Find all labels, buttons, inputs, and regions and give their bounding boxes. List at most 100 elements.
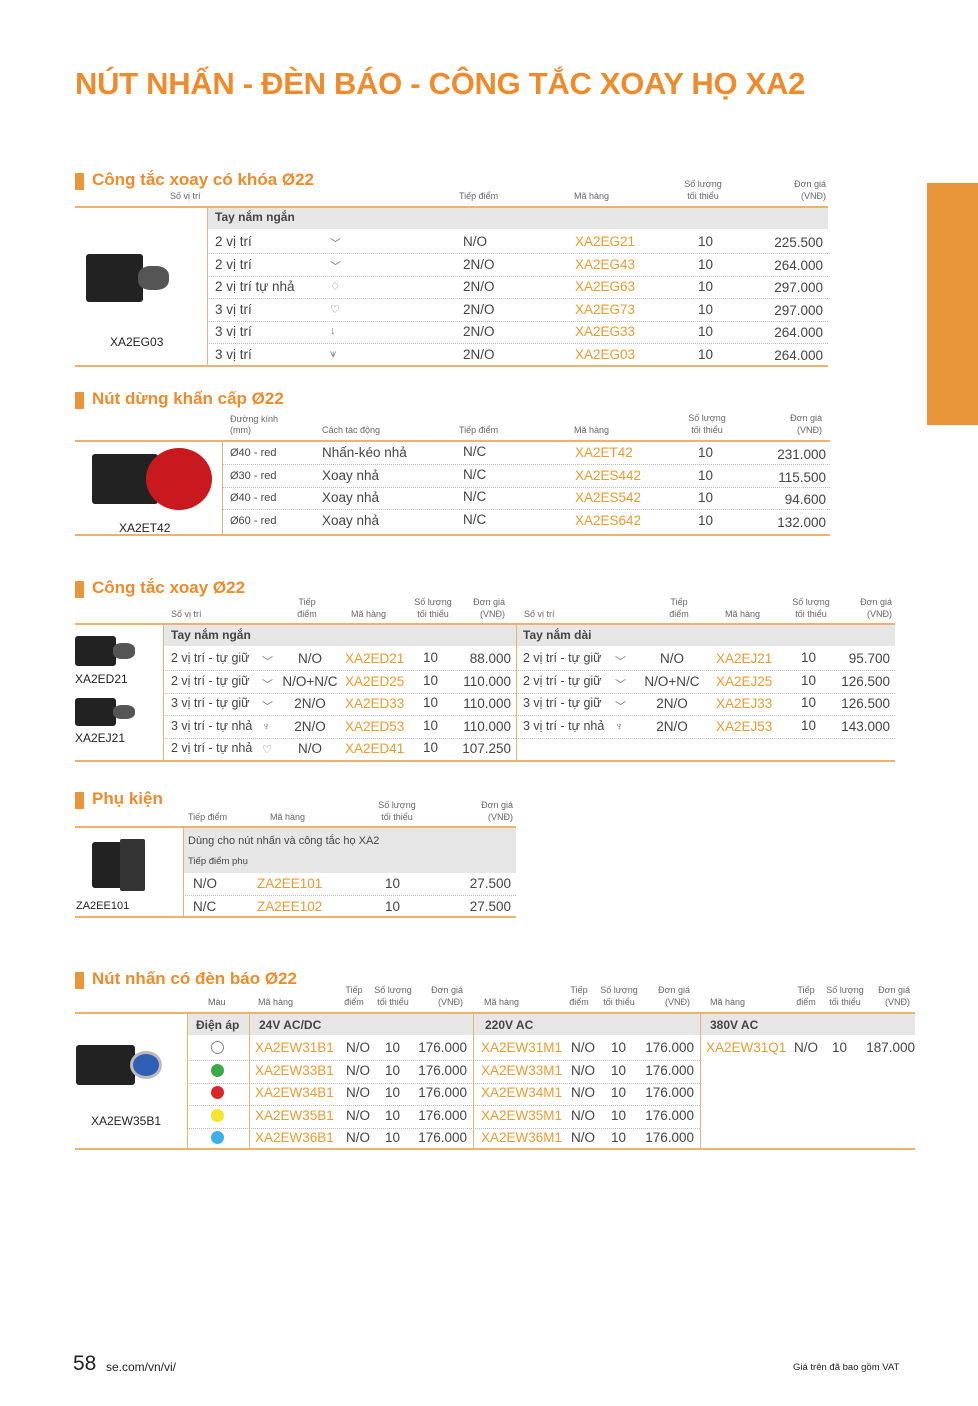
- header-qty: tối thiểu: [377, 997, 409, 1007]
- unit-price: 115.500: [778, 469, 826, 485]
- row-separator: [207, 343, 828, 344]
- min-quantity: 10: [611, 1085, 627, 1100]
- unit-price: 264.000: [774, 325, 823, 340]
- product-code[interactable]: XA2ED21: [345, 651, 405, 666]
- section-title: Công tắc xoay có khóa Ø22: [92, 170, 315, 189]
- product-code[interactable]: XA2ES542: [575, 490, 642, 505]
- header-qty: Số lượng: [688, 413, 726, 423]
- header-action: Cách tác động: [322, 425, 381, 435]
- unit-price: 297.000: [774, 302, 823, 318]
- position-diagram-icon: ﹀: [262, 701, 273, 713]
- page-title: NÚT NHẤN - ĐÈN BÁO - CÔNG TẮC XOAY HỌ XA…: [75, 66, 806, 101]
- row-separator: [207, 253, 828, 254]
- unit-price: 231.000: [777, 447, 826, 462]
- diameter: Ø40 - red: [230, 492, 277, 504]
- row-separator: [222, 509, 830, 510]
- min-quantity: 10: [801, 650, 817, 665]
- image-label: XA2ET42: [119, 521, 171, 535]
- product-code[interactable]: XA2EG43: [575, 256, 636, 272]
- product-code[interactable]: XA2EW31B1: [255, 1040, 334, 1055]
- product-code[interactable]: XA2EW36B1: [255, 1130, 334, 1145]
- product-code[interactable]: XA2EW36M1: [481, 1130, 563, 1145]
- s3-title-bar: [75, 581, 84, 598]
- product-code[interactable]: XA2ED33: [345, 696, 405, 711]
- product-code[interactable]: XA2EW31M1: [481, 1040, 563, 1055]
- band-label: 24V AC/DC: [259, 1018, 322, 1032]
- header-price: (VNĐ): [488, 812, 513, 822]
- contact-type: N/C: [463, 466, 487, 482]
- table-rule: [75, 206, 828, 208]
- product-code[interactable]: XA2EW34B1: [255, 1085, 334, 1100]
- product-code[interactable]: XA2ED41: [345, 741, 405, 756]
- product-code[interactable]: XA2EW31Q1: [706, 1040, 787, 1055]
- product-code[interactable]: XA2EW34M1: [481, 1085, 563, 1100]
- position-label: 2 vị trí: [215, 234, 252, 249]
- unit-price: 176.000: [418, 1130, 467, 1145]
- min-quantity: 10: [385, 1062, 401, 1078]
- product-code[interactable]: XA2EJ25: [716, 673, 773, 689]
- product-code[interactable]: XA2EG21: [575, 234, 636, 249]
- contact-type: N/O: [571, 1107, 596, 1123]
- product-code[interactable]: ZA2EE101: [257, 876, 323, 891]
- product-code[interactable]: XA2EG63: [575, 279, 636, 294]
- product-code[interactable]: XA2EJ53: [716, 718, 773, 734]
- position-label: 3 vị trí - tự giữ: [523, 696, 602, 710]
- row-separator: [516, 692, 895, 694]
- contact-type: N/O: [297, 741, 322, 756]
- contact-type: N/O: [346, 1107, 371, 1123]
- product-code[interactable]: XA2EG73: [575, 301, 636, 317]
- product-code[interactable]: XA2ED53: [345, 718, 405, 734]
- table-rule: [75, 623, 895, 625]
- product-code[interactable]: XA2ED25: [345, 673, 405, 689]
- contact-type: N/C: [193, 898, 217, 914]
- position-diagram-icon: ♆: [262, 720, 271, 733]
- header-price: Đơn giá: [481, 800, 513, 810]
- header-code: Mã hàng: [725, 609, 761, 619]
- table-rule: [75, 365, 828, 367]
- contact-type: 2N/O: [294, 718, 326, 734]
- min-quantity: 10: [698, 467, 714, 483]
- contact-type: N/O: [346, 1062, 371, 1078]
- header-price: Đơn giá: [860, 597, 892, 607]
- min-quantity: 10: [385, 898, 401, 914]
- header-position: Số vị trí: [170, 191, 201, 201]
- min-quantity: 10: [698, 324, 714, 339]
- header-qty: tối thiểu: [381, 812, 413, 822]
- header-contact: Tiếp: [797, 985, 815, 995]
- product-code[interactable]: XA2ES442: [575, 467, 642, 483]
- header-contact: Tiếp điểm: [459, 191, 499, 201]
- product-code[interactable]: XA2ET42: [575, 445, 633, 460]
- diameter: Ø30 - red: [230, 469, 277, 482]
- header-code: Mã hàng: [270, 812, 306, 822]
- section-title: Phụ kiện: [92, 789, 163, 808]
- header-qty: tối thiểu: [603, 997, 635, 1007]
- header-qty: Số lượng: [414, 597, 452, 607]
- product-code[interactable]: XA2EW33M1: [481, 1062, 563, 1078]
- product-code[interactable]: XA2EG33: [575, 324, 636, 339]
- band: [207, 208, 828, 229]
- product-code[interactable]: XA2EW35M1: [481, 1107, 563, 1123]
- contact-type: N/O: [794, 1040, 819, 1055]
- position-diagram-icon: ⩛: [330, 347, 337, 360]
- product-code[interactable]: XA2EJ33: [716, 696, 773, 711]
- footer-url[interactable]: se.com/vn/vi/: [106, 1360, 177, 1374]
- header-qty: tối thiểu: [795, 609, 827, 619]
- contact-type: N/O: [571, 1130, 596, 1145]
- product-code[interactable]: XA2EW35B1: [255, 1107, 334, 1123]
- product-code[interactable]: XA2EJ21: [716, 651, 773, 666]
- row-separator: [187, 1127, 700, 1129]
- indicator-color-swatch: [211, 1131, 224, 1144]
- band: [183, 828, 516, 873]
- product-code[interactable]: ZA2EE102: [257, 898, 323, 914]
- unit-price: 176.000: [418, 1085, 467, 1100]
- header-contact: Tiếp: [570, 985, 588, 995]
- product-code[interactable]: XA2EW33B1: [255, 1062, 334, 1078]
- product-code[interactable]: XA2ES642: [575, 512, 642, 528]
- position-diagram-icon: ♡: [262, 744, 272, 756]
- header-price: (VNĐ): [867, 609, 892, 619]
- unit-price: 176.000: [645, 1085, 694, 1100]
- header-qty: Số lượng: [600, 985, 638, 995]
- actuation-type: Nhấn-kéo nhả: [322, 445, 407, 460]
- band-label: 220V AC: [485, 1018, 534, 1032]
- product-code[interactable]: XA2EG03: [575, 346, 636, 362]
